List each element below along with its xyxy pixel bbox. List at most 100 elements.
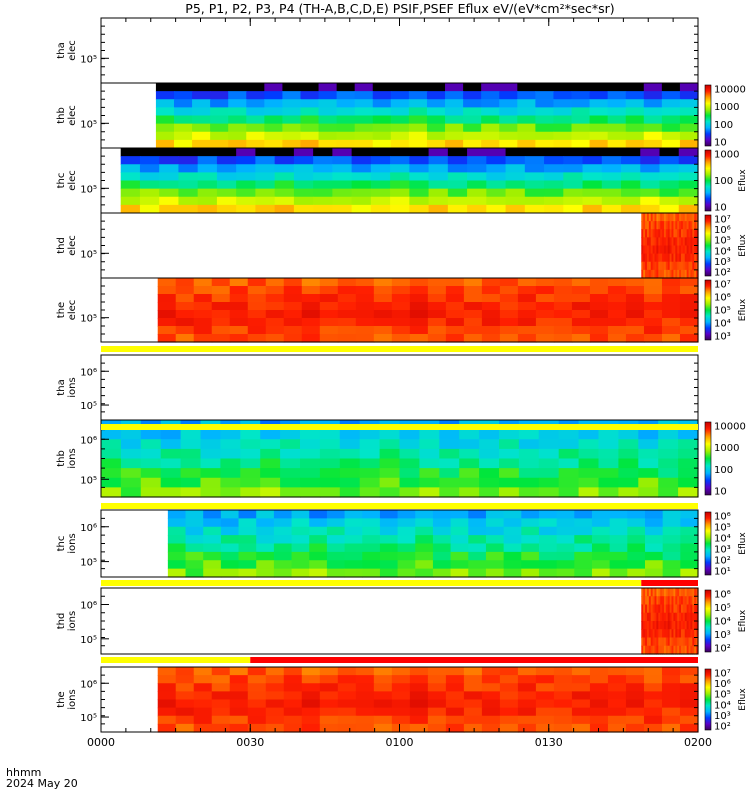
- colorbar-tick-label: 10⁷: [714, 669, 731, 680]
- spectrogram-cell: [589, 115, 609, 125]
- spectrogram-cell: [265, 318, 285, 327]
- spectrogram-cell: [157, 707, 177, 717]
- spectrogram-cell: [485, 560, 505, 570]
- spectrogram-cell: [120, 487, 142, 498]
- spectrogram-cell: [659, 156, 680, 165]
- spectrogram-cell: [553, 278, 573, 287]
- spectrogram-cell: [684, 213, 688, 222]
- spectrogram-cell: [660, 604, 663, 614]
- colorbar-tick-label: 10⁴: [714, 534, 731, 545]
- spectrogram-cell: [157, 723, 177, 733]
- spectrogram-cell: [197, 172, 218, 182]
- spectrogram-cell: [283, 691, 303, 701]
- spectrogram-cell: [101, 439, 122, 450]
- colorbar-scale: [704, 511, 712, 576]
- spectrogram-cell: [415, 551, 434, 561]
- spectrogram-cell: [485, 510, 505, 519]
- spectrogram-cell: [463, 723, 483, 733]
- spectrogram-cell: [694, 221, 697, 230]
- spectrogram-cell: [582, 148, 603, 157]
- spectrogram-cell: [428, 156, 449, 165]
- spectrogram-cell: [524, 180, 545, 190]
- spectrogram-cell: [682, 245, 686, 255]
- spectrogram-cell: [101, 477, 122, 488]
- spectrogram-cell: [662, 604, 665, 614]
- spectrogram-cell: [643, 91, 663, 100]
- spectrogram-cell: [481, 115, 500, 125]
- spectrogram-cell: [680, 510, 699, 519]
- spectrogram-cell: [671, 588, 675, 597]
- spectrogram-cell: [578, 487, 600, 498]
- spectrogram-cell: [654, 261, 658, 271]
- spectrogram-cell: [200, 429, 221, 440]
- spectrogram-cell: [351, 204, 372, 214]
- spectrogram-cell: [319, 439, 341, 450]
- spectrogram-cell: [247, 310, 267, 319]
- spectrogram-cell: [220, 477, 241, 488]
- spectrogram-cell: [684, 604, 688, 614]
- spectrogram-cell: [677, 637, 680, 647]
- spectrogram-cell: [499, 326, 519, 335]
- spectrogram-cell: [391, 715, 411, 725]
- spectrogram-cell: [337, 286, 357, 295]
- spectrogram-cell: [535, 302, 555, 311]
- spectrogram-cell: [193, 707, 213, 717]
- spectrogram-cell: [415, 543, 434, 553]
- spectrogram-cell: [648, 213, 652, 222]
- spectrogram-cell: [260, 429, 281, 440]
- spectrogram-cell: [669, 604, 673, 614]
- spectrogram-cell: [499, 691, 519, 701]
- spectrogram-cell: [661, 691, 681, 701]
- spectrogram-cell: [481, 83, 500, 92]
- spectrogram-cell: [373, 699, 393, 709]
- spectrogram-cell: [641, 588, 644, 597]
- spectrogram-cell: [654, 612, 658, 622]
- spectrogram-cell: [409, 164, 430, 173]
- spectrogram-cell: [673, 637, 676, 647]
- spectrogram-cell: [344, 510, 363, 519]
- spectrogram-cell: [319, 477, 341, 488]
- y-tick-label: 10⁵: [80, 314, 97, 325]
- spectrogram-cell: [696, 588, 699, 597]
- panel-ylabel-line: thb: [56, 450, 67, 467]
- spectrogram-cell: [658, 245, 661, 255]
- spectrogram-cell: [571, 139, 591, 149]
- spectrogram-cell: [680, 588, 684, 597]
- spectrogram-cell: [607, 683, 627, 692]
- spectrogram-cell: [625, 91, 645, 100]
- colorbar-tick-label: 10²: [714, 644, 731, 655]
- spectrogram-cell: [337, 691, 357, 701]
- spectrogram-cell: [167, 526, 187, 536]
- spectrogram-cell: [553, 715, 573, 725]
- spectrogram-cell: [553, 99, 573, 108]
- spectrogram-cell: [694, 621, 697, 630]
- spectrogram-cell: [690, 596, 693, 606]
- spectrogram-cell: [211, 691, 231, 701]
- spectrogram-cell: [679, 278, 699, 287]
- spectrogram-cell: [648, 253, 652, 263]
- spectrogram-cell: [197, 164, 218, 173]
- spectrogram-cell: [684, 629, 688, 639]
- spectrogram-cell: [210, 123, 229, 133]
- spectrogram-cell: [409, 286, 429, 295]
- spectrogram-cell: [644, 560, 664, 570]
- spectrogram-cell: [319, 286, 339, 295]
- spectrogram-cell: [646, 213, 650, 222]
- spectrogram-cell: [468, 535, 487, 545]
- spectrogram-cell: [591, 560, 611, 570]
- spectrogram-cell: [643, 294, 663, 303]
- spectrogram-cell: [521, 568, 540, 578]
- spectrogram-cell: [662, 596, 665, 606]
- spectrogram-cell: [409, 667, 429, 676]
- spectrogram-cell: [645, 269, 648, 279]
- spectrogram-cell: [260, 439, 281, 450]
- spectrogram-cell: [351, 164, 372, 173]
- spectrogram-cell: [646, 621, 650, 630]
- spectrogram-cell: [574, 518, 593, 528]
- spectrogram-cell: [293, 156, 314, 165]
- spectrogram-cell: [273, 510, 293, 519]
- panel-ylabel-line: the: [56, 302, 67, 318]
- spectrogram-cell: [571, 286, 591, 295]
- spectrogram-cell: [336, 99, 356, 108]
